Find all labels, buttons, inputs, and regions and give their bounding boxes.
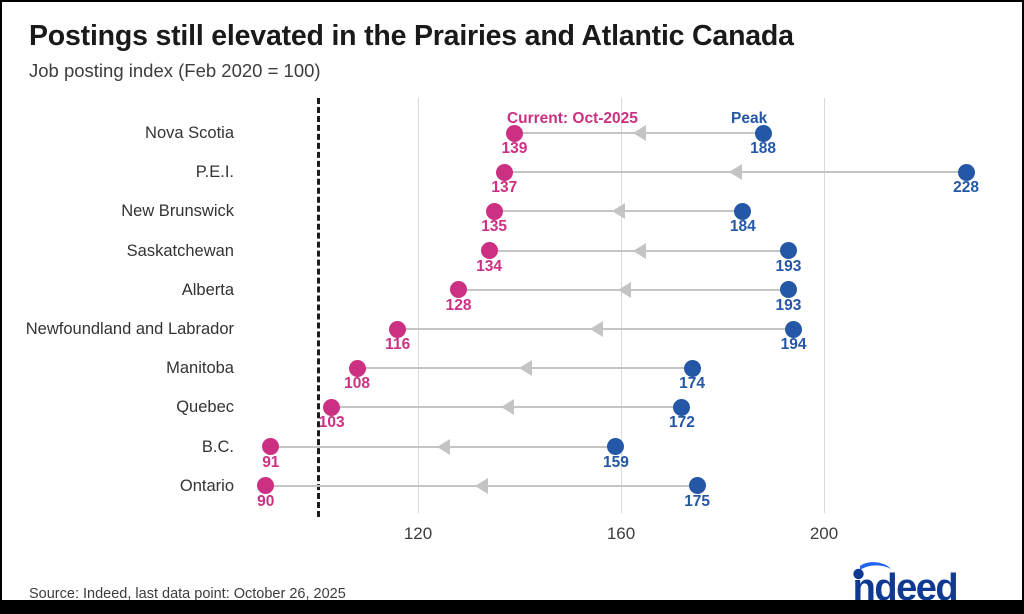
- current-marker[interactable]: [485, 202, 503, 220]
- current-value-label: 137: [491, 179, 518, 197]
- current-marker[interactable]: [495, 163, 513, 181]
- current-value-label: 135: [481, 218, 508, 236]
- category-label: Saskatchewan: [126, 241, 234, 260]
- category-label: Ontario: [179, 476, 234, 495]
- direction-arrow-icon: [729, 164, 743, 181]
- legend-label-peak: Peak: [730, 110, 768, 127]
- direction-arrow-icon: [475, 477, 489, 494]
- direction-arrow-icon: [632, 125, 646, 141]
- bottom-bar: [2, 600, 1022, 614]
- current-marker[interactable]: [505, 124, 523, 142]
- category-label: P.E.I.: [195, 163, 234, 182]
- chart-row: Quebec 103 172: [2, 388, 1022, 431]
- gridline-120: [418, 98, 419, 513]
- chart-row: Newfoundland and Labrador 116 194: [2, 310, 1022, 353]
- gridline-160: [621, 98, 622, 513]
- direction-arrow-icon: [500, 399, 514, 416]
- current-marker[interactable]: [257, 477, 275, 495]
- direction-arrow-icon: [589, 321, 603, 337]
- peak-value-label: 188: [750, 140, 777, 157]
- peak-marker[interactable]: [688, 477, 706, 495]
- chart-title: Postings still elevated in the Prairies …: [29, 20, 794, 52]
- current-value-label: 116: [385, 336, 411, 353]
- peak-value-label: 184: [729, 218, 756, 236]
- current-marker[interactable]: [480, 242, 498, 260]
- category-label: New Brunswick: [121, 202, 234, 221]
- peak-marker[interactable]: [683, 359, 701, 377]
- current-value-label: 139: [501, 140, 528, 157]
- category-label: Alberta: [181, 280, 234, 299]
- chart-row: Nova Scotia 139 188: [2, 114, 1022, 157]
- chart-row: New Brunswick 135 184: [2, 192, 1022, 235]
- chart-row: P.E.I. 137 228: [2, 153, 1022, 196]
- peak-value-label: 193: [775, 296, 802, 314]
- current-marker[interactable]: [450, 281, 468, 299]
- peak-marker[interactable]: [957, 163, 975, 181]
- current-marker[interactable]: [323, 398, 341, 416]
- current-marker[interactable]: [262, 438, 280, 456]
- peak-marker[interactable]: [734, 202, 752, 220]
- indeed-logo: ndeed: [846, 560, 996, 609]
- current-value-label: 103: [318, 414, 345, 432]
- peak-marker[interactable]: [779, 242, 797, 260]
- category-label: B.C.: [201, 437, 234, 456]
- direction-arrow-icon: [437, 438, 451, 455]
- current-value-label: 108: [344, 375, 371, 393]
- gridline-200: [824, 98, 825, 513]
- peak-value-label: 175: [684, 492, 711, 510]
- chart-row: B.C. 91 159: [2, 428, 1022, 471]
- current-marker[interactable]: [348, 359, 366, 377]
- peak-marker[interactable]: [607, 438, 625, 456]
- peak-value-label: 159: [602, 453, 629, 471]
- category-label: Newfoundland and Labrador: [25, 320, 234, 338]
- peak-value-label: 174: [679, 375, 705, 393]
- chart-row: Ontario 90 175: [2, 467, 1022, 510]
- direction-arrow-icon: [612, 203, 626, 220]
- category-label: Quebec: [176, 398, 234, 417]
- reference-line-100: [316, 98, 320, 517]
- chart-row: Saskatchewan 134 193: [2, 232, 1022, 275]
- x-tick-label-200: 200: [809, 524, 839, 543]
- category-label: Nova Scotia: [145, 124, 234, 142]
- peak-marker[interactable]: [673, 398, 691, 416]
- peak-value-label: 172: [668, 414, 695, 432]
- peak-marker[interactable]: [785, 320, 803, 338]
- x-tick-label-160: 160: [606, 524, 636, 543]
- peak-value-label: 193: [775, 257, 802, 275]
- current-value-label: 134: [476, 257, 502, 275]
- current-value-label: 128: [445, 296, 472, 314]
- category-label: Manitoba: [166, 359, 234, 378]
- peak-marker[interactable]: [779, 281, 797, 299]
- svg-text:ndeed: ndeed: [851, 567, 957, 602]
- x-tick-label-120: 120: [403, 524, 433, 543]
- direction-arrow-icon: [518, 360, 532, 377]
- source-note: Source: Indeed, last data point: October…: [29, 586, 346, 602]
- peak-marker[interactable]: [754, 124, 772, 142]
- current-value-label: 90: [257, 492, 275, 510]
- chart-row: Manitoba 108 174: [2, 349, 1022, 392]
- peak-value-label: 194: [780, 336, 807, 353]
- direction-arrow-icon: [617, 281, 631, 298]
- chart-subtitle: Job posting index (Feb 2020 = 100): [29, 60, 321, 81]
- current-value-label: 91: [262, 453, 280, 471]
- direction-arrow-icon: [632, 242, 646, 259]
- legend-label-current: Current: Oct-2025: [506, 110, 638, 127]
- current-marker[interactable]: [389, 320, 407, 338]
- peak-value-label: 228: [953, 179, 980, 197]
- chart-row: Alberta 128 193: [2, 271, 1022, 314]
